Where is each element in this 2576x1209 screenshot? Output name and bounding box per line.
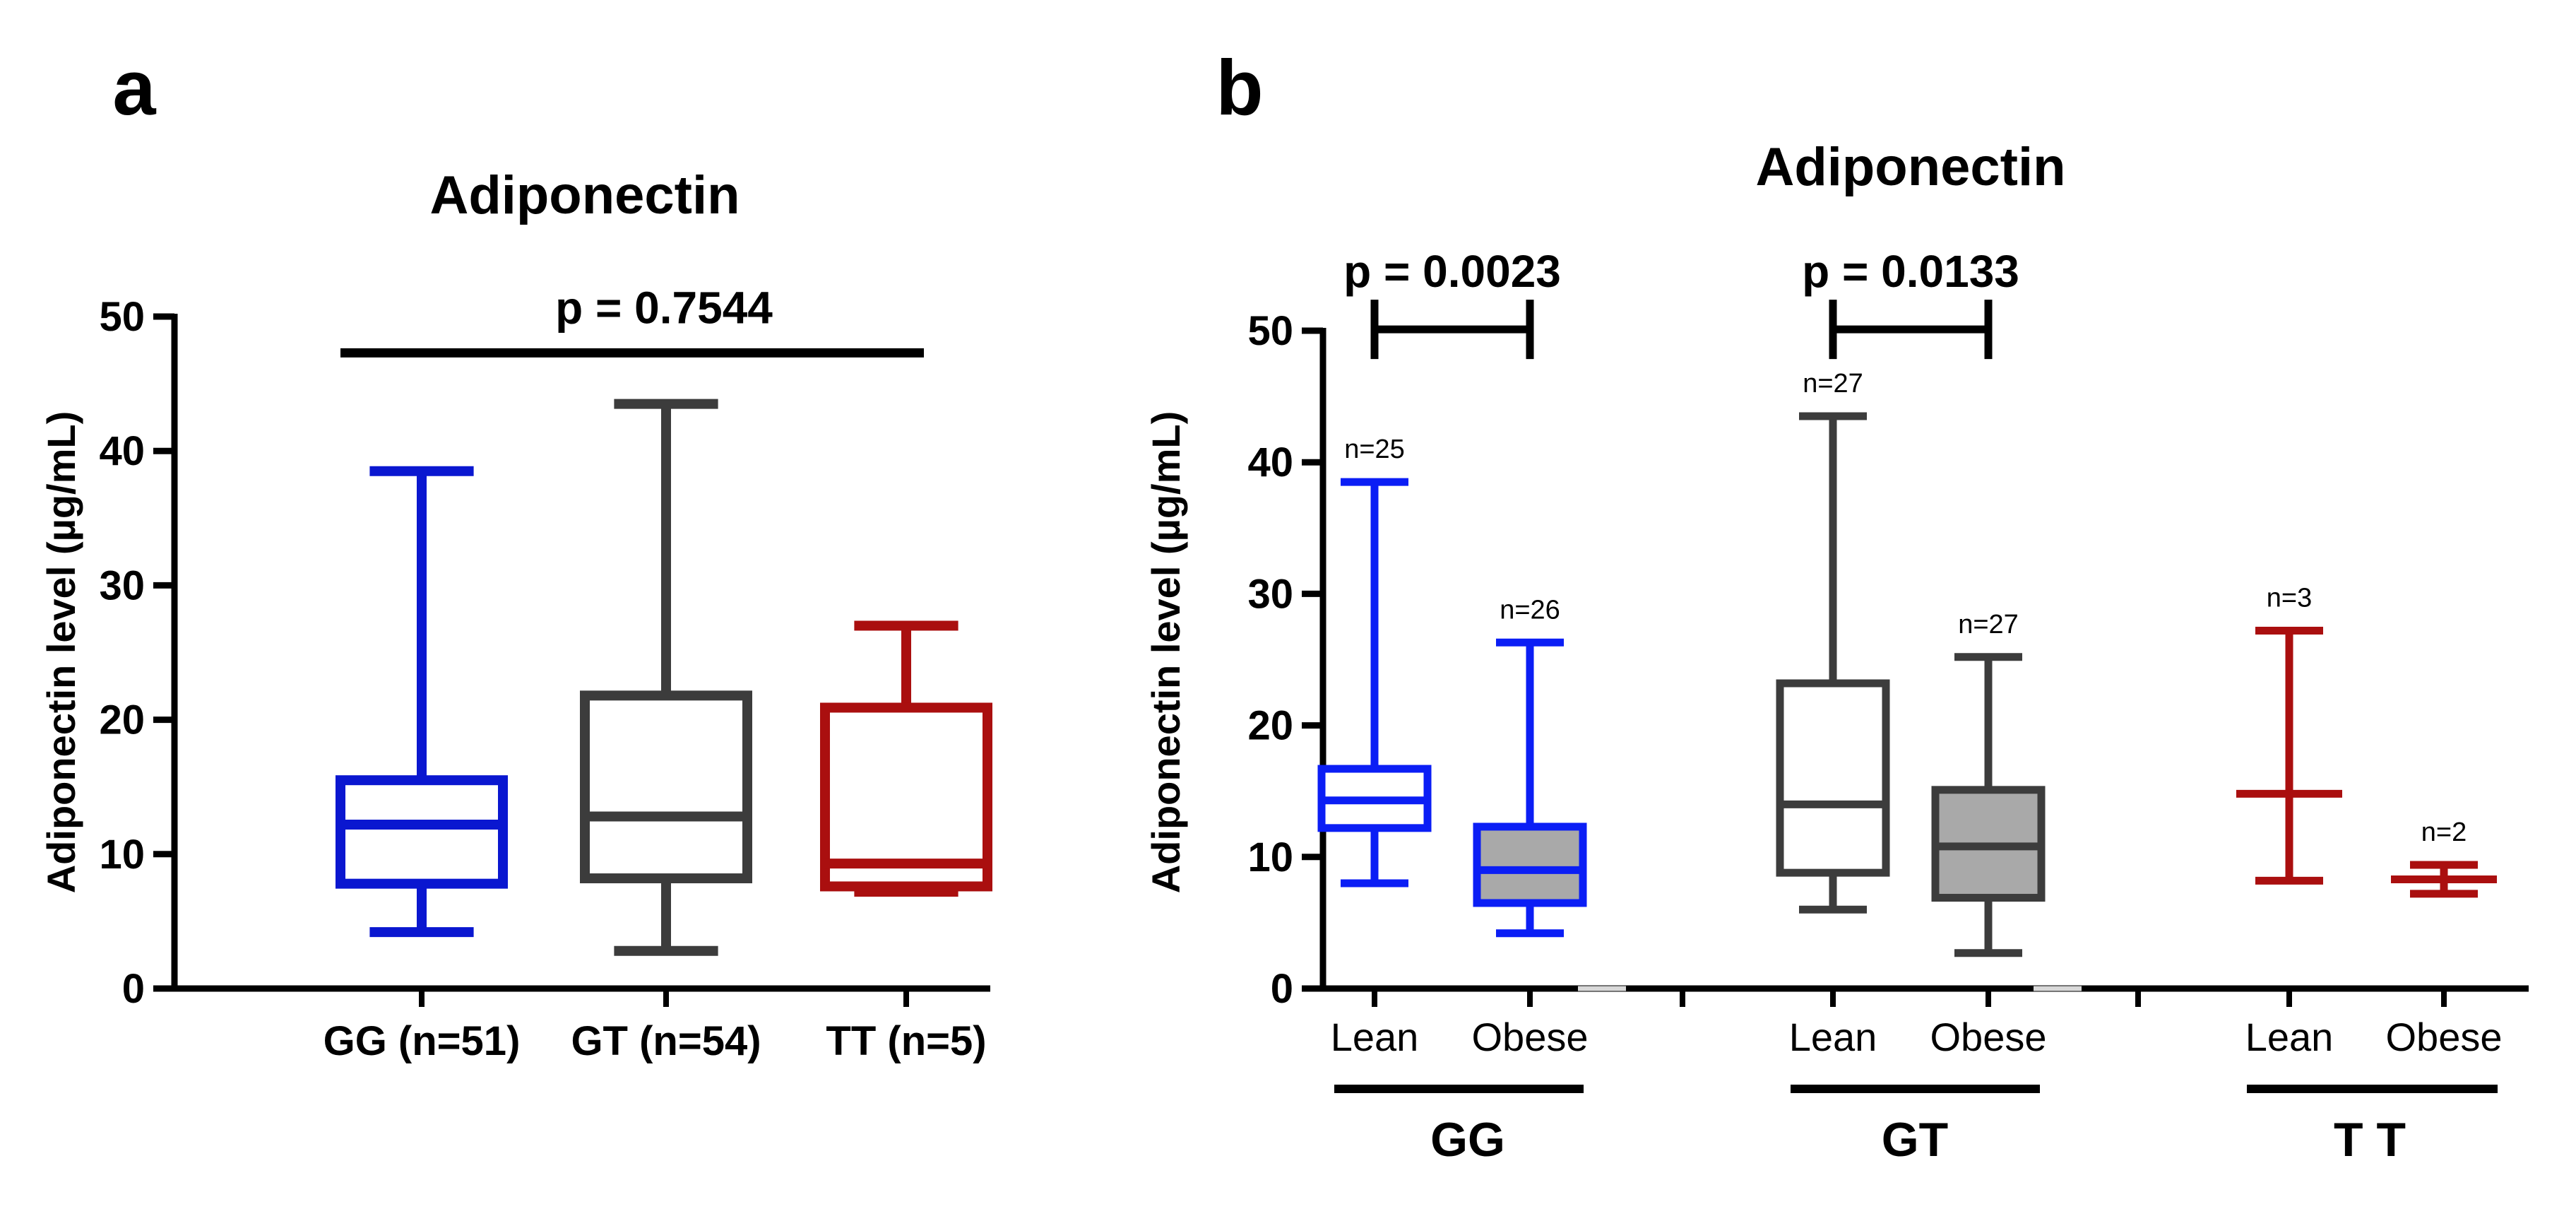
y-tick-label: 0 [122,966,145,1012]
y-tick-label: 30 [1247,571,1293,617]
p-value-label: p = 0.0023 [1343,246,1561,297]
panel-letter-b: b [1216,45,1263,131]
box-iqr [580,690,752,884]
box-gt-lean: n=27 [1776,369,1890,914]
group-label: GT [1882,1113,1948,1167]
y-tick-label: 10 [1247,834,1293,880]
y-tick-label: 50 [1247,308,1293,354]
box-gt-n-54 [580,399,752,956]
box-gg-lean: n=25 [1317,435,1432,887]
group-label: T T [2334,1113,2406,1167]
box-iqr [1776,679,1890,877]
group-label: GG [1430,1113,1505,1167]
box-gt-obese: n=27 [1931,610,2046,957]
x-tick-label: Obese [1472,1015,1589,1059]
x-tick-label: GG (n=51) [324,1018,521,1064]
panel-letter-a: a [112,45,156,131]
box-tt-lean: n=3 [2236,584,2342,885]
box-tt-n-5 [820,620,992,897]
n-label: n=27 [1958,610,2019,639]
box-tt-obese: n=2 [2391,818,2497,898]
box-gg-obese: n=26 [1473,595,1587,938]
chart-title: Adiponectin [429,165,740,225]
x-tick-label: GT (n=54) [571,1018,761,1064]
n-label: n=26 [1500,595,1560,625]
y-tick-label: 20 [1247,703,1293,749]
y-tick-label: 20 [99,697,145,743]
y-tick-label: 40 [1247,440,1293,485]
n-label: n=25 [1344,435,1405,464]
box-iqr [820,702,992,892]
x-tick-label: Lean [1331,1015,1419,1059]
box-iqr [1473,822,1587,907]
panel-b: b Adiponectin 0 10 20 30 40 50 Adiponectin level… [1144,45,2529,1167]
significance-annotation: p = 0.7544 [340,282,924,358]
x-tick-label: Obese [1930,1015,2047,1059]
panel-a: a Adiponectin 0 10 20 30 40 50 Adiponectin level… [39,45,992,1064]
y-tick-label: 10 [99,832,145,878]
x-tick-label: TT (n=5) [826,1018,986,1064]
n-label: n=2 [2421,818,2467,847]
y-axis-label: Adiponectin level (µg/mL) [39,411,83,894]
x-tick-label: Obese [2386,1015,2503,1059]
n-label: n=27 [1803,369,1863,399]
significance-annotation: p = 0.0023 [1343,246,1561,360]
y-axis-label: Adiponectin level (µg/mL) [1144,411,1188,894]
significance-annotation: p = 0.0133 [1802,246,2019,360]
x-tick-label: Lean [2245,1015,2334,1059]
n-label: n=3 [2267,584,2312,613]
box-iqr [336,775,508,889]
y-tick-label: 40 [99,428,145,474]
y-tick-label: 50 [99,294,145,340]
p-value-label: p = 0.7544 [555,282,773,333]
chart-title: Adiponectin [1755,137,2065,197]
y-tick-label: 0 [1271,966,1293,1012]
y-tick-label: 30 [99,562,145,608]
x-tick-label: Lean [1789,1015,1877,1059]
p-value-label: p = 0.0133 [1802,246,2019,297]
box-gg-n-51 [336,466,508,938]
